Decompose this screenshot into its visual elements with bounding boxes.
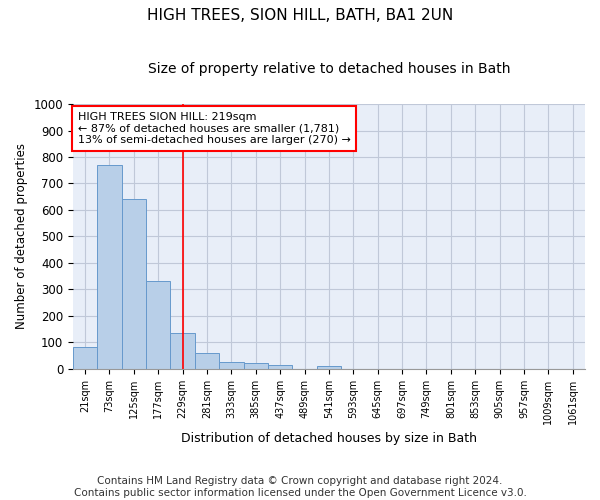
Bar (97, 165, 122, 368)
X-axis label: Distribution of detached houses by size in Bath: Distribution of detached houses by size … (181, 432, 477, 445)
Text: HIGH TREES, SION HILL, BATH, BA1 2UN: HIGH TREES, SION HILL, BATH, BA1 2UN (147, 8, 453, 22)
Bar (73, 346, 97, 368)
Bar (195, 354, 219, 368)
Bar (244, 363, 268, 368)
Bar (146, 282, 170, 368)
Title: Size of property relative to detached houses in Bath: Size of property relative to detached ho… (148, 62, 510, 76)
Bar (170, 333, 195, 368)
Bar (122, 200, 146, 368)
Bar (317, 366, 341, 368)
Text: HIGH TREES SION HILL: 219sqm
← 87% of detached houses are smaller (1,781)
13% of: HIGH TREES SION HILL: 219sqm ← 87% of de… (78, 112, 351, 145)
Bar (268, 366, 292, 368)
Text: Contains HM Land Registry data © Crown copyright and database right 2024.
Contai: Contains HM Land Registry data © Crown c… (74, 476, 526, 498)
Bar (219, 362, 244, 368)
Y-axis label: Number of detached properties: Number of detached properties (15, 144, 28, 330)
